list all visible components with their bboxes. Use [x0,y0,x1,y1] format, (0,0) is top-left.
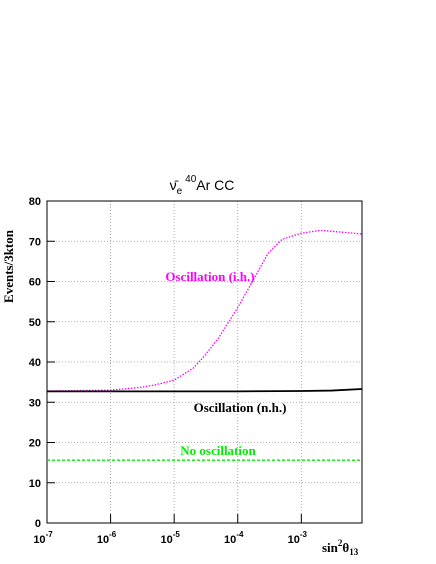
series-label: No oscillation [180,443,256,458]
x-tick-base: 10 [160,534,172,546]
y-tick-label: 80 [29,196,41,208]
x-tick-exponent: -6 [109,530,117,539]
y-tick-label: 20 [29,438,41,450]
x-tick-exponent: -3 [300,530,308,539]
x-label-sub: 13 [349,547,359,557]
x-label-text: sin [322,540,339,555]
y-axis-label: Events/3kton [1,229,16,303]
title-sup: 40 [185,174,197,185]
y-tick-label: 50 [29,317,41,329]
x-tick-label: 10-5 [160,530,180,546]
y-tick-label: 10 [29,478,41,490]
x-tick-base: 10 [97,534,109,546]
series-line [46,229,363,392]
chart-title: ν̄e40Ar CC [170,174,235,197]
x-label-symbol: θ [342,540,349,555]
title-symbol: ν̄ [170,177,179,193]
y-tick-label: 60 [29,277,41,289]
y-tick-label: 30 [29,397,41,409]
y-tick-label: 0 [35,518,41,530]
title-sub: e [177,186,183,197]
x-tick-label: 10-7 [33,530,53,546]
series-label: Oscillation (n.h.) [194,400,287,415]
x-tick-exponent: -5 [173,530,181,539]
x-tick-base: 10 [224,534,236,546]
x-tick-exponent: -4 [236,530,244,539]
x-tick-label: 10-3 [288,530,308,546]
x-tick-label: 10-6 [97,530,117,546]
x-label-sup: 2 [338,538,343,548]
title-text: Ar CC [196,177,234,193]
series-line [47,388,363,393]
x-tick-base: 10 [33,534,45,546]
x-tick-base: 10 [288,534,300,546]
x-tick-exponent: -7 [46,530,54,539]
x-tick-label: 10-4 [224,530,244,546]
x-axis-label: sin2θ13 [322,538,359,557]
series-label: Oscillation (i.h.) [165,269,254,284]
plot-frame [46,200,363,524]
y-tick-label: 40 [29,357,41,369]
y-tick-label: 70 [29,236,41,248]
